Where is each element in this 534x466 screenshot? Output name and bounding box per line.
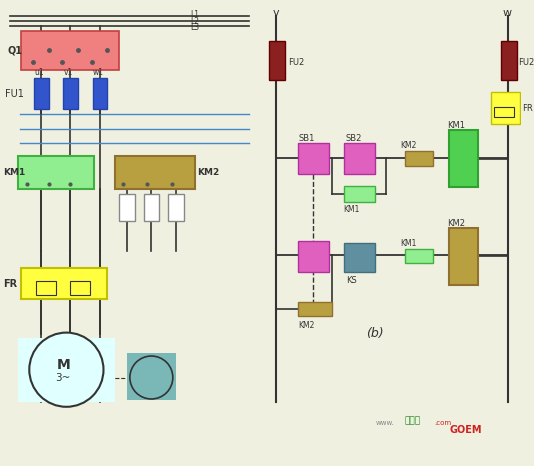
Bar	[270, 41, 285, 80]
Text: L3: L3	[191, 23, 200, 33]
Bar	[18, 156, 94, 189]
Bar	[70, 281, 90, 295]
Circle shape	[29, 333, 104, 407]
Text: L1: L1	[191, 10, 199, 19]
Bar	[501, 41, 516, 80]
Bar	[144, 194, 159, 221]
Bar	[298, 302, 332, 316]
Text: KM1: KM1	[447, 121, 465, 130]
Text: FU2: FU2	[519, 58, 534, 67]
Text: u1: u1	[34, 69, 44, 77]
Text: KM2: KM2	[298, 321, 314, 330]
Bar	[405, 151, 433, 165]
Bar	[93, 78, 107, 109]
Text: KM1: KM1	[400, 239, 417, 248]
Bar	[115, 156, 195, 189]
Text: KM2: KM2	[197, 168, 219, 177]
Text: FR: FR	[3, 279, 17, 289]
Bar	[494, 107, 514, 117]
Text: w1: w1	[93, 69, 104, 77]
Text: FR: FR	[522, 103, 533, 112]
Bar	[64, 78, 78, 109]
Text: L2: L2	[191, 17, 199, 26]
Text: .com: .com	[435, 420, 452, 426]
Bar	[36, 281, 56, 295]
Text: FU2: FU2	[288, 58, 304, 67]
Text: 3~: 3~	[56, 372, 71, 383]
Text: www.: www.	[376, 420, 395, 426]
Text: KS: KS	[345, 276, 356, 285]
Text: KM1: KM1	[344, 205, 360, 214]
Text: M: M	[57, 358, 70, 372]
Bar	[298, 241, 329, 272]
Bar	[34, 78, 49, 109]
Text: KM2: KM2	[400, 141, 417, 150]
Bar	[344, 143, 375, 174]
Bar	[21, 268, 107, 299]
Text: SB1: SB1	[299, 134, 315, 143]
Text: w: w	[503, 8, 512, 18]
Bar	[491, 92, 521, 123]
Text: Q1: Q1	[8, 45, 23, 55]
Bar	[119, 194, 135, 221]
Text: (b): (b)	[366, 327, 384, 340]
Bar	[21, 31, 119, 70]
Bar	[449, 130, 478, 187]
Text: SB2: SB2	[345, 134, 362, 143]
Text: v1: v1	[64, 69, 73, 77]
Text: KM2: KM2	[447, 219, 465, 228]
Bar	[344, 243, 375, 272]
Text: GOEM: GOEM	[449, 425, 482, 435]
Bar	[449, 228, 478, 285]
Text: KM1: KM1	[3, 168, 25, 177]
Text: FU1: FU1	[5, 89, 23, 99]
Bar	[405, 249, 433, 263]
Bar	[344, 186, 375, 202]
Bar	[127, 353, 176, 400]
Text: 接线图: 接线图	[404, 417, 420, 425]
Bar	[18, 338, 115, 402]
Text: v: v	[272, 8, 279, 18]
Bar	[298, 143, 329, 174]
Bar	[168, 194, 184, 221]
Circle shape	[130, 356, 173, 399]
